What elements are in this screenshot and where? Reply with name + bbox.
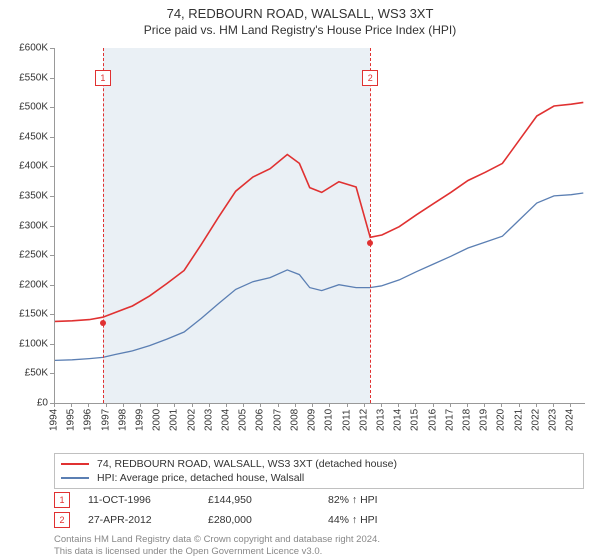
y-tick-label: £500K <box>0 102 48 113</box>
y-tick-label: £100K <box>0 338 48 349</box>
x-tick-label: 2023 <box>548 409 559 431</box>
sale-date: 11-OCT-1996 <box>88 494 208 506</box>
x-tick-label: 1997 <box>100 409 111 431</box>
chart-container: 74, REDBOURN ROAD, WALSALL, WS3 3XT Pric… <box>0 0 600 560</box>
x-tick-label: 1994 <box>49 409 60 431</box>
sale-marker-badge: 2 <box>362 70 378 86</box>
y-tick-label: £350K <box>0 190 48 201</box>
legend-row: HPI: Average price, detached house, Wals… <box>61 472 577 484</box>
sale-date: 27-APR-2012 <box>88 514 208 526</box>
x-tick-label: 2018 <box>461 409 472 431</box>
x-tick-label: 2014 <box>393 409 404 431</box>
y-tick-label: £50K <box>0 368 48 379</box>
x-tick-label: 1995 <box>66 409 77 431</box>
x-tick-label: 2009 <box>307 409 318 431</box>
y-tick-label: £150K <box>0 309 48 320</box>
y-tick-label: £400K <box>0 161 48 172</box>
sale-marker-line <box>370 48 371 403</box>
sale-rel-hpi: 44% ↑ HPI <box>328 514 438 526</box>
legend-swatch <box>61 477 89 479</box>
sale-marker-line <box>103 48 104 403</box>
x-tick-label: 1996 <box>83 409 94 431</box>
x-tick-label: 1999 <box>135 409 146 431</box>
sales-table: 1 11-OCT-1996£144,95082% ↑ HPI 2 27-APR-201… <box>54 492 584 532</box>
x-tick-label: 2020 <box>496 409 507 431</box>
x-tick-label: 2004 <box>221 409 232 431</box>
legend-label: 74, REDBOURN ROAD, WALSALL, WS3 3XT (det… <box>97 458 397 470</box>
chart-subtitle: Price paid vs. HM Land Registry's House … <box>0 23 600 37</box>
x-tick-label: 2016 <box>427 409 438 431</box>
y-tick-label: £200K <box>0 279 48 290</box>
x-tick-label: 2010 <box>324 409 335 431</box>
x-tick-label: 2021 <box>513 409 524 431</box>
series-property <box>55 102 583 321</box>
sale-badge: 1 <box>54 492 70 508</box>
sales-row: 1 11-OCT-1996£144,95082% ↑ HPI <box>54 492 584 508</box>
x-tick-label: 2011 <box>341 409 352 431</box>
x-tick-label: 2024 <box>565 409 576 431</box>
x-tick-label: 2000 <box>152 409 163 431</box>
y-tick-label: £300K <box>0 220 48 231</box>
y-tick-label: £0 <box>0 398 48 409</box>
x-tick-label: 2022 <box>530 409 541 431</box>
x-tick-label: 2006 <box>255 409 266 431</box>
x-tick-label: 2008 <box>289 409 300 431</box>
chart-titles: 74, REDBOURN ROAD, WALSALL, WS3 3XT Pric… <box>0 0 600 37</box>
x-tick-label: 2005 <box>238 409 249 431</box>
y-tick-label: £250K <box>0 250 48 261</box>
x-tick-label: 2001 <box>169 409 180 431</box>
sale-rel-hpi: 82% ↑ HPI <box>328 494 438 506</box>
chart-title: 74, REDBOURN ROAD, WALSALL, WS3 3XT <box>0 6 600 21</box>
attribution: Contains HM Land Registry data © Crown c… <box>54 534 584 558</box>
sale-price: £144,950 <box>208 494 328 506</box>
x-tick-label: 2015 <box>410 409 421 431</box>
x-tick-label: 2003 <box>203 409 214 431</box>
sale-price: £280,000 <box>208 514 328 526</box>
x-tick-label: 2017 <box>444 409 455 431</box>
legend-swatch <box>61 463 89 465</box>
sale-badge: 2 <box>54 512 70 528</box>
legend-label: HPI: Average price, detached house, Wals… <box>97 472 304 484</box>
series-svg <box>55 48 585 403</box>
x-tick-label: 2012 <box>358 409 369 431</box>
y-tick-label: £600K <box>0 43 48 54</box>
x-tick-label: 2013 <box>375 409 386 431</box>
legend-row: 74, REDBOURN ROAD, WALSALL, WS3 3XT (det… <box>61 458 577 470</box>
plot-area: 12 <box>54 48 585 404</box>
sale-marker-badge: 1 <box>95 70 111 86</box>
attribution-line2: This data is licensed under the Open Gov… <box>54 546 584 558</box>
sale-marker-point <box>100 320 106 326</box>
attribution-line1: Contains HM Land Registry data © Crown c… <box>54 534 584 546</box>
sale-marker-point <box>367 240 373 246</box>
series-hpi <box>55 193 583 360</box>
y-tick-label: £450K <box>0 131 48 142</box>
x-tick-label: 2019 <box>479 409 490 431</box>
x-tick-label: 1998 <box>117 409 128 431</box>
x-tick-label: 2007 <box>272 409 283 431</box>
sales-row: 2 27-APR-2012£280,00044% ↑ HPI <box>54 512 584 528</box>
y-tick-label: £550K <box>0 72 48 83</box>
x-tick-label: 2002 <box>186 409 197 431</box>
legend: 74, REDBOURN ROAD, WALSALL, WS3 3XT (det… <box>54 453 584 489</box>
